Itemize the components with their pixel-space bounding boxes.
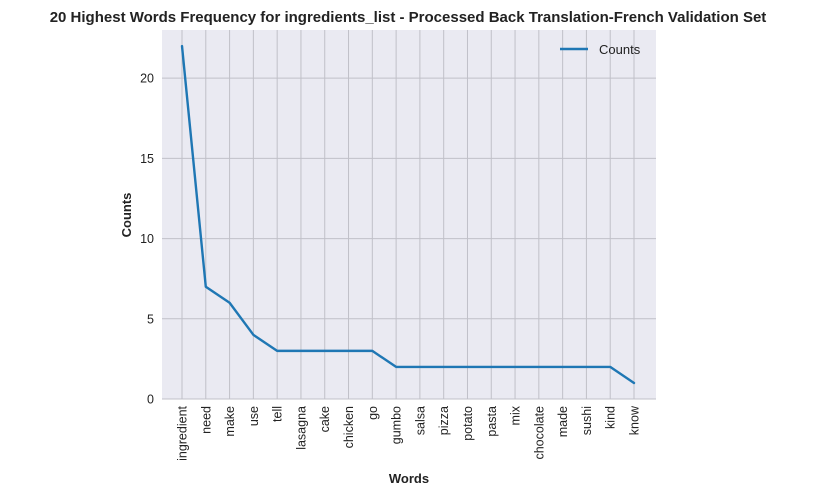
x-tick-label: pizza: [437, 406, 451, 435]
legend: Counts: [560, 42, 641, 57]
y-tick-label: 15: [140, 152, 154, 166]
chart-title: 20 Highest Words Frequency for ingredien…: [50, 9, 767, 26]
y-tick-label: 20: [140, 72, 154, 86]
grid-lines: [162, 30, 656, 400]
x-tick-label: pasta: [485, 406, 499, 437]
y-tick-label: 10: [140, 232, 154, 246]
x-tick-label: sushi: [580, 406, 594, 435]
x-tick-label: chocolate: [532, 406, 546, 460]
x-axis: ingredient need make use tell lasagna cake chic…: [176, 405, 642, 461]
x-tick-label: potato: [461, 406, 475, 441]
y-tick-label: 0: [147, 393, 154, 407]
x-tick-label: need: [199, 406, 213, 434]
x-tick-label: make: [223, 406, 237, 437]
plot-area: [162, 30, 656, 399]
x-tick-label: know: [628, 405, 642, 435]
y-axis-label: Counts: [119, 193, 134, 238]
x-tick-label: ingredient: [176, 405, 190, 460]
y-axis: 0 5 10 15 20: [140, 72, 154, 407]
y-tick-label: 5: [147, 312, 154, 326]
x-tick-label: salsa: [413, 406, 427, 435]
x-tick-label: cake: [318, 406, 332, 432]
x-tick-label: use: [247, 406, 261, 426]
x-tick-label: lasagna: [294, 406, 308, 450]
x-tick-label: kind: [604, 406, 618, 429]
x-tick-label: made: [556, 406, 570, 437]
series-line-counts: [180, 44, 636, 385]
x-tick-label: chicken: [342, 406, 356, 448]
x-tick-label: go: [366, 406, 380, 420]
x-tick-label: mix: [509, 405, 523, 425]
x-tick-label: tell: [271, 406, 285, 422]
legend-label-counts: Counts: [599, 42, 641, 57]
x-tick-label: gumbo: [390, 406, 404, 444]
x-axis-label: Words: [389, 471, 429, 486]
